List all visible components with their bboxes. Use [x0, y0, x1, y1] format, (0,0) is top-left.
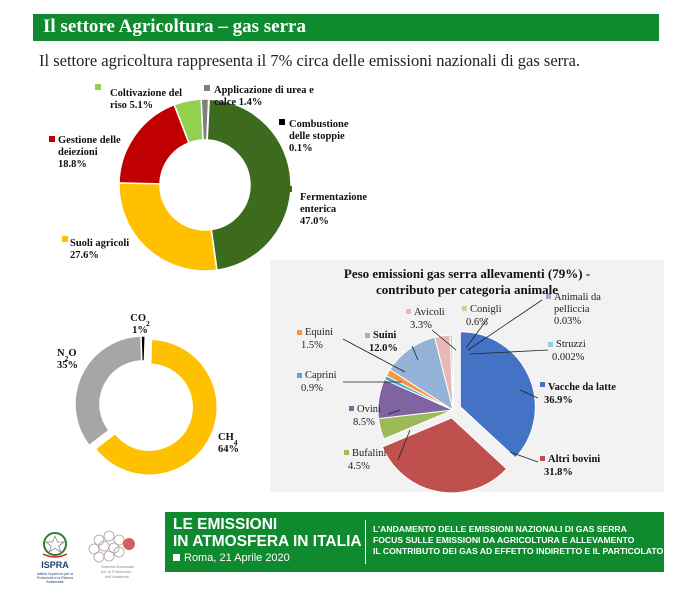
value-vacche-da-latte: 36.9%: [544, 395, 573, 406]
leader-line-bufalini: [397, 429, 411, 461]
legend-marker-applicazione-di-urea-e-calce: [204, 85, 210, 91]
legend-marker-combustione-delle-stoppie: [279, 119, 285, 125]
footer-divider: [365, 520, 366, 564]
label-vacche-da-latte: Vacche da latte: [548, 382, 616, 393]
value-co2: 1%: [132, 325, 148, 336]
footer-description: L’ANDAMENTO DELLE EMISSIONI NAZIONALI DI…: [373, 524, 663, 557]
label-suini: Suini: [373, 330, 396, 341]
footer-title: LE EMISSIONI IN ATMOSFERA IN ITALIA: [173, 516, 362, 550]
value-caprini: 0.9%: [301, 383, 323, 394]
value-suini: 12.0%: [369, 343, 398, 354]
label-bufalini: Bufalini: [352, 448, 386, 459]
legend-marker-coltivazione-del-riso: [95, 84, 101, 90]
label-struzzi: Struzzi: [556, 339, 586, 350]
legend-marker-vacche-da-latte: [540, 382, 545, 387]
footer-banner: LE EMISSIONI IN ATMOSFERA IN ITALIA Roma…: [165, 512, 664, 572]
donut-slice-n2o: [74, 335, 143, 447]
ispra-logo-text: ISPRA: [41, 560, 69, 570]
legend-marker-gestione-delle-deiezioni: [49, 136, 55, 142]
donut-slice-ch4: [94, 338, 218, 476]
legend-marker-caprini: [297, 373, 302, 378]
ispra-logo-caption: Istituto Superiore per la Protezione e l…: [36, 572, 74, 584]
value-n2o: 35%: [57, 360, 78, 371]
leader-line-struzzi: [469, 349, 549, 355]
leader-line-equini: [342, 338, 406, 373]
footer-title-line1: LE EMISSIONI: [173, 516, 278, 533]
legend-marker-suini: [365, 333, 370, 338]
legend-marker-struzzi: [548, 342, 553, 347]
value-bufalini: 4.5%: [348, 461, 370, 472]
leader-line-altri-bovini: [509, 451, 539, 463]
footer-desc-line3: IL CONTRIBUTO DEI GAS AD EFFETTO INDIRET…: [373, 546, 664, 556]
page-subtitle: Il settore agricoltura rappresenta il 7%…: [39, 51, 581, 70]
leader-line-vacche-da-latte: [519, 389, 539, 399]
donut-slice-suoli-agricoli: [118, 182, 218, 272]
title-bar: Il settore Agricoltura – gas serra: [33, 14, 659, 41]
leader-line-ovini: [387, 409, 401, 415]
livestock-pie-chart: Vacche da latte 36.9% Altri bovini 31.8% Buf…: [297, 294, 616, 494]
donut-slice-fermentazione-enterica: [206, 98, 292, 272]
footer-date-text: Roma, 21 Aprile 2020: [184, 552, 290, 564]
footer-date: Roma, 21 Aprile 2020: [173, 552, 290, 564]
footer-desc-line1: L’ANDAMENTO DELLE EMISSIONI NAZIONALI DI…: [373, 524, 627, 534]
label-equini: Equini: [305, 327, 333, 338]
hexagon-network-icon: Sistema Nazionale per la Protezione dell'A…: [88, 530, 135, 579]
label-fermentazione-enterica: Fermentazione enterica 47.0%: [300, 192, 367, 227]
legend-marker-altri-bovini: [540, 456, 545, 461]
leader-line-avicoli: [431, 329, 457, 351]
label-applicazione-di-urea-e-calce: Applicazione di urea e calce 1.4%: [214, 85, 314, 108]
leader-line-suini: [411, 345, 419, 361]
label-altri-bovini: Altri bovini: [548, 454, 600, 465]
leader-line-conigli: [465, 317, 489, 349]
sector-donut-chart: [49, 84, 292, 272]
legend-marker-ovini: [349, 406, 354, 411]
legend-marker-fermentazione-enterica: [286, 186, 292, 192]
legend-marker-equini: [297, 330, 302, 335]
label-ch4: CH4: [218, 432, 238, 447]
emblem-icon: [42, 532, 68, 558]
donut-slice-coltivazione-del-riso: [173, 98, 204, 144]
livestock-chart-title-text: Peso emissioni gas serra allevamenti (79…: [343, 266, 591, 297]
legend-marker-conigli: [462, 306, 467, 311]
legend-marker-animali-da-pelliccia: [546, 294, 551, 299]
footer-title-line2: IN ATMOSFERA IN ITALIA: [173, 533, 362, 550]
label-combustione-delle-stoppie: Combustione delle stoppie 0.1%: [289, 119, 349, 154]
ispra-logo: ISPRA Istituto Superiore per la Protezio…: [30, 530, 80, 586]
label-co2: CO2: [130, 313, 150, 328]
page-title: Il settore Agricoltura – gas serra: [43, 16, 306, 37]
leader-line-animali-da-pelliccia: [467, 299, 543, 351]
square-icon: [173, 554, 180, 561]
snpa-logo: Sistema Nazionale per la Protezione dell'A…: [85, 528, 155, 584]
legend-marker-bufalini: [344, 450, 349, 455]
label-n2o: N2O: [57, 348, 77, 363]
label-animali-da-pelliccia: Animali da pelliccia: [554, 292, 601, 315]
value-ch4: 64%: [218, 444, 239, 455]
label-suoli-agricoli: Suoli agricoli 27.6%: [70, 238, 129, 261]
value-struzzi: 0.002%: [552, 352, 585, 363]
value-conigli: 0.6%: [466, 317, 488, 328]
legend-marker-avicoli: [406, 309, 411, 314]
value-ovini: 8.5%: [353, 417, 375, 428]
livestock-chart-title: Peso emissioni gas serra allevamenti (79…: [270, 266, 664, 298]
label-avicoli: Avicoli: [414, 307, 445, 318]
label-caprini: Caprini: [305, 370, 337, 381]
legend-marker-suoli-agricoli: [62, 236, 68, 242]
footer-desc-line2: FOCUS SULLE EMISSIONI DA AGRICOLTURA E A…: [373, 535, 635, 545]
value-equini: 1.5%: [301, 340, 323, 351]
pie-slice-vacche-da-latte: [459, 331, 536, 459]
label-gestione-delle-deiezioni: Gestione delle deiezioni 18.8%: [58, 135, 121, 170]
value-animali-da-pelliccia: 0.03%: [554, 316, 581, 327]
pie-slice-altri-bovini: [381, 417, 508, 494]
label-conigli: Conigli: [470, 304, 502, 315]
label-ovini: Ovini: [357, 404, 381, 415]
value-altri-bovini: 31.8%: [544, 467, 573, 478]
label-coltivazione-del-riso: Coltivazione del riso 5.1%: [110, 88, 182, 111]
value-avicoli: 3.3%: [410, 320, 432, 331]
